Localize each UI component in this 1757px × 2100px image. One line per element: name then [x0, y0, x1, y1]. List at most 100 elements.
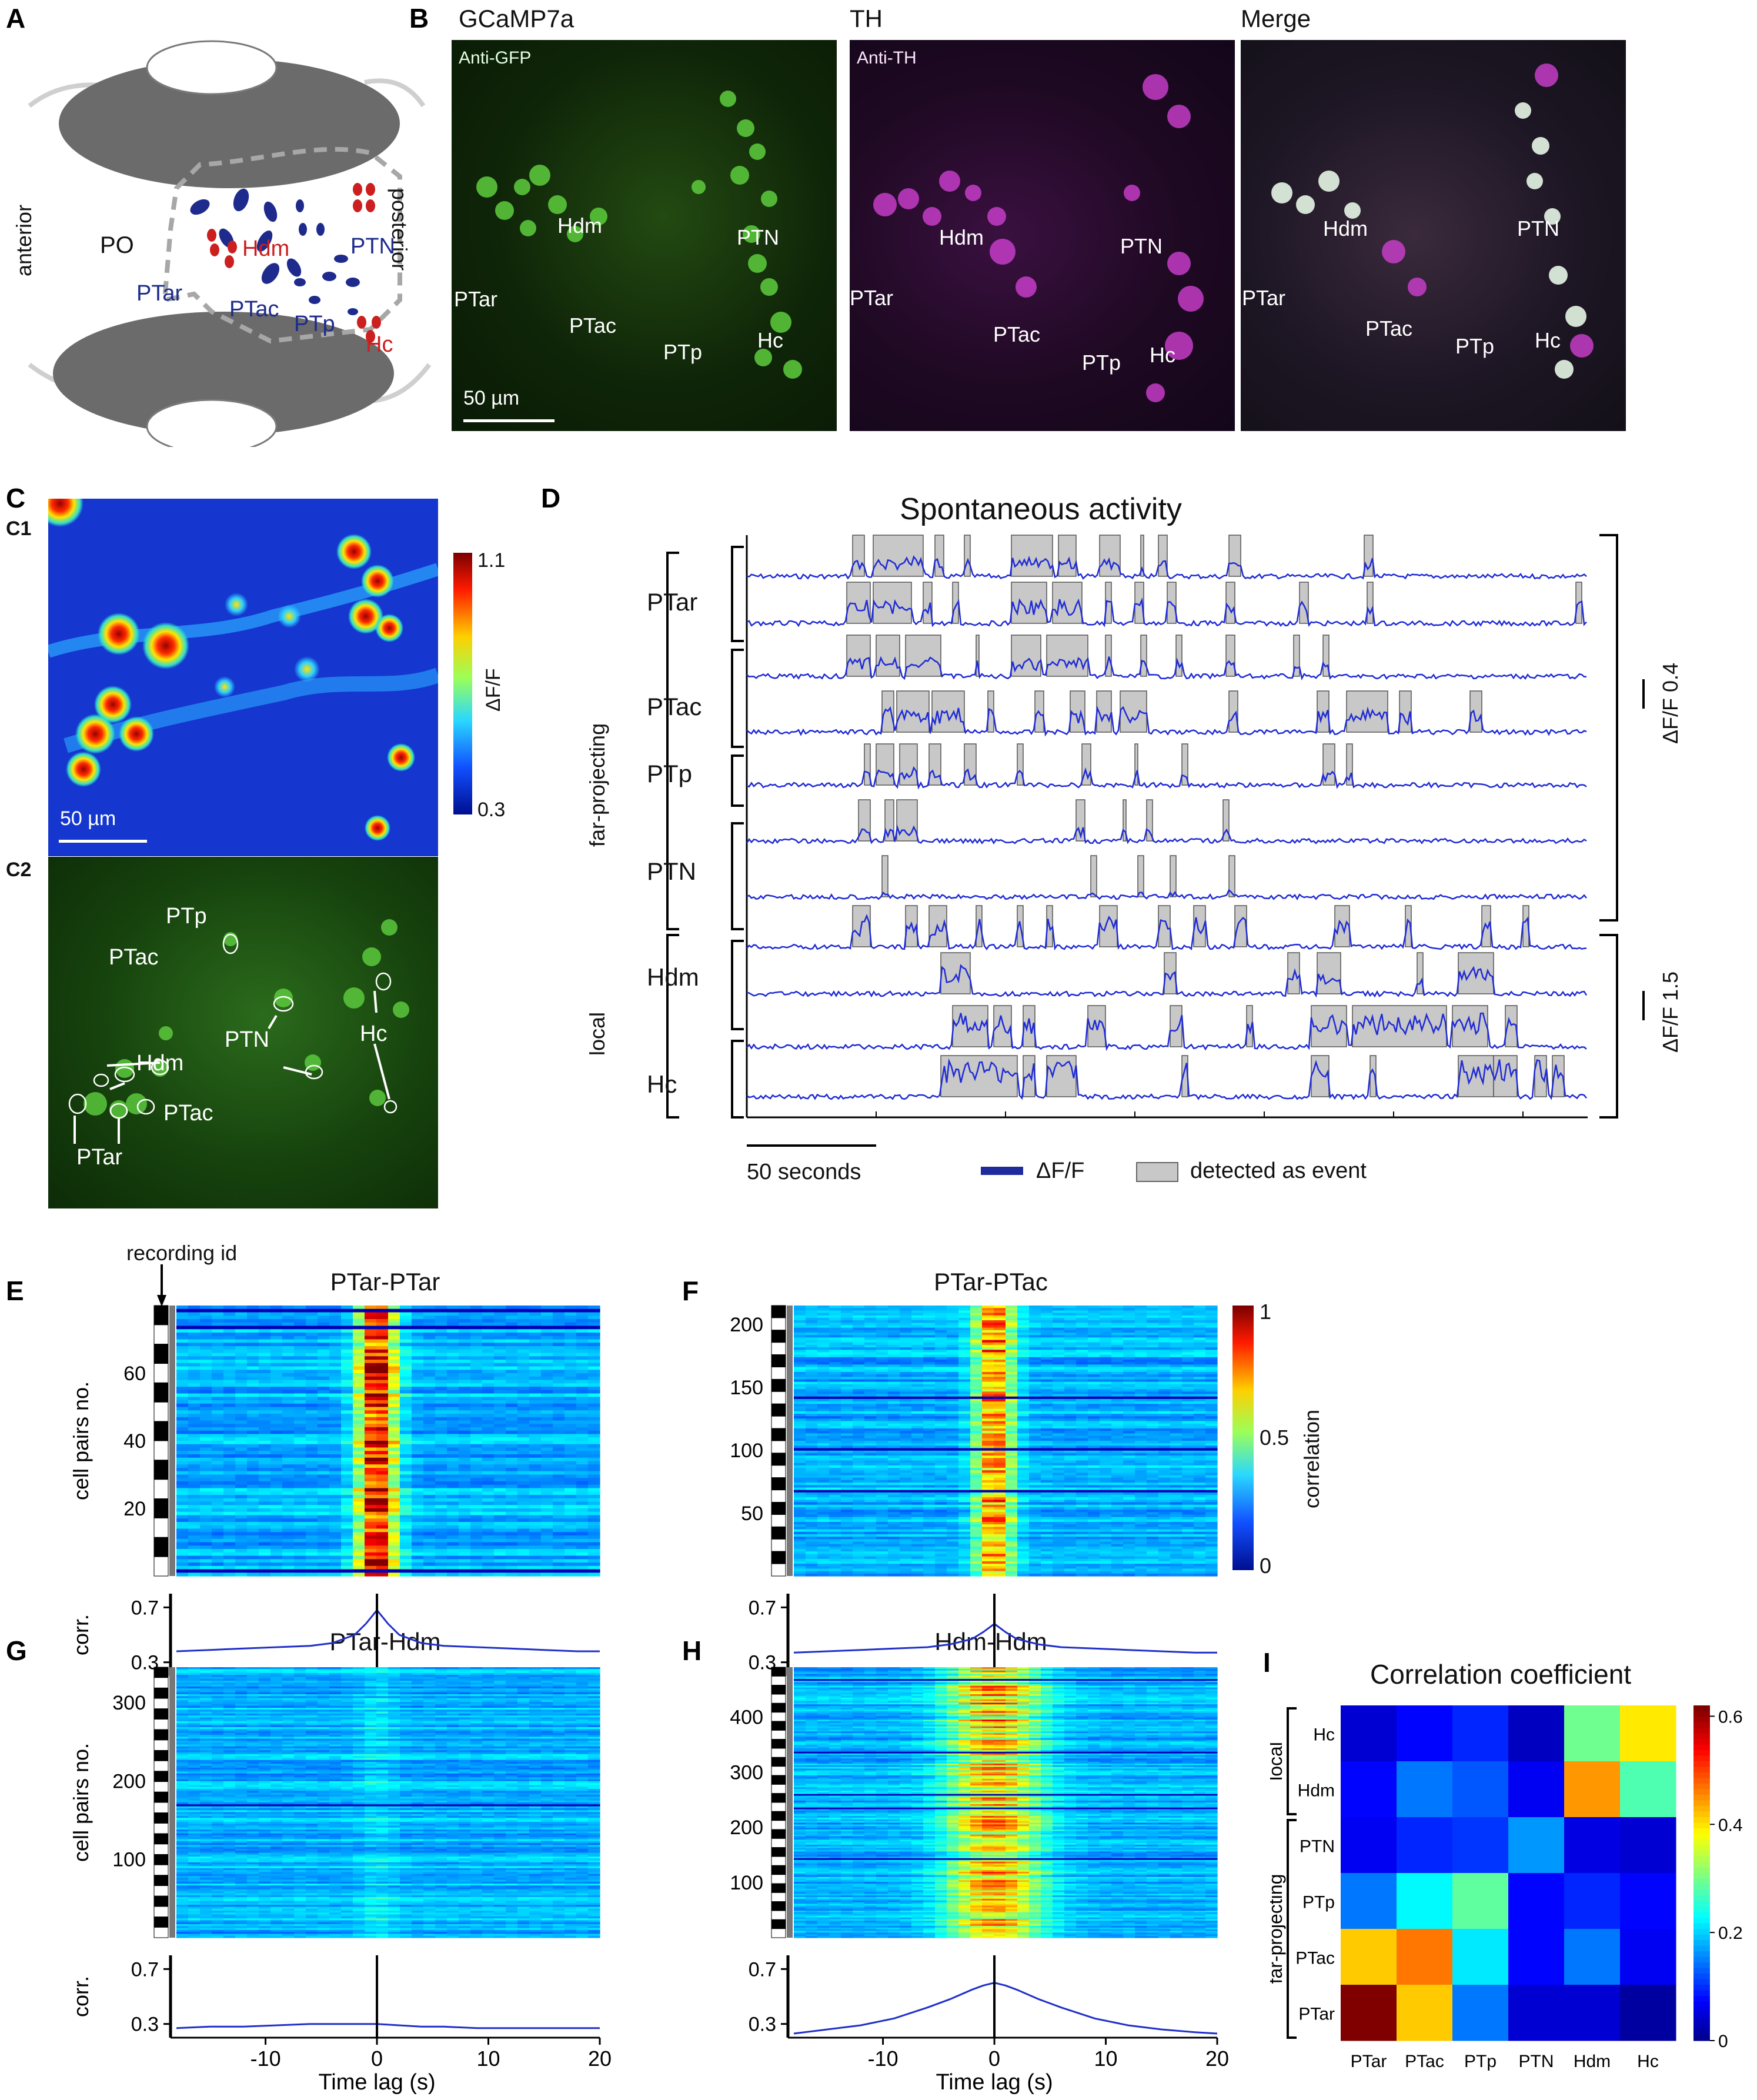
heatmap-cell: [553, 1549, 565, 1553]
heatmap-cell: [817, 1323, 830, 1326]
heatmap-cell: [947, 1401, 959, 1404]
heatmap-cell: [806, 1317, 818, 1321]
heatmap-cell: [1053, 1315, 1065, 1318]
heatmap-cell: [1006, 1396, 1018, 1400]
heatmap-cell: [506, 1552, 518, 1557]
heatmap-cell: [1135, 1344, 1147, 1348]
heatmap-cell: [888, 1411, 900, 1414]
heatmap-cell: [1158, 1381, 1171, 1385]
c2-label-ptn: PTN: [225, 1027, 269, 1052]
heatmap-cell: [1017, 1423, 1030, 1427]
heatmap-cell: [447, 1488, 459, 1492]
heatmap-cell: [259, 1474, 271, 1478]
heatmap-cell: [1182, 1350, 1194, 1353]
heatmap-cell: [911, 1428, 924, 1431]
heatmap-cell: [1017, 1408, 1030, 1412]
heatmap-cell: [447, 1511, 459, 1516]
heatmap-cell: [306, 1322, 318, 1327]
heatmap-cell: [376, 1565, 389, 1570]
heatmap-cell: [365, 1363, 377, 1367]
heatmap-cell: [911, 1335, 924, 1338]
heatmap-cell: [447, 1343, 459, 1347]
heatmap-cell: [423, 1427, 436, 1431]
heatmap-cell: [794, 1369, 806, 1373]
heatmap-cell: [341, 1417, 353, 1421]
heatmap-cell: [247, 1461, 259, 1465]
heatmap-cell: [435, 1515, 447, 1519]
heatmap-cell: [176, 1346, 189, 1350]
heatmap-cell: [341, 1376, 353, 1381]
heatmap-cell: [376, 1525, 389, 1530]
heatmap-cell: [412, 1501, 424, 1505]
heatmap-cell: [423, 1468, 436, 1472]
heatmap-cell: [365, 1387, 377, 1391]
heatmap-cell: [564, 1501, 577, 1505]
heatmap-cell: [553, 1535, 565, 1540]
heatmap-cell: [1194, 1313, 1206, 1316]
heatmap-cell: [970, 1340, 983, 1343]
heatmap-cell: [517, 1444, 530, 1448]
heatmap-cell: [388, 1403, 400, 1408]
heatmap-cell: [1158, 1310, 1171, 1314]
heatmap-cell: [506, 1538, 518, 1543]
heatmap-cell: [564, 1308, 577, 1313]
event-box: [1164, 952, 1177, 994]
heatmap-cell: [864, 1371, 877, 1375]
heatmap-cell: [1135, 1396, 1147, 1400]
heatmap-cell: [435, 1430, 447, 1435]
heatmap-cell: [423, 1542, 436, 1546]
heatmap-cell: [188, 1549, 201, 1553]
heatmap-cell: [911, 1327, 924, 1331]
heatmap-cell: [576, 1525, 589, 1530]
heatmap-cell: [306, 1393, 318, 1397]
heatmap-cell: [188, 1370, 201, 1374]
heatmap-cell: [329, 1481, 342, 1485]
heatmap-cell: [306, 1457, 318, 1462]
heatmap-cell: [388, 1471, 400, 1475]
heatmap-cell: [400, 1434, 412, 1438]
heatmap-cell: [553, 1525, 565, 1530]
heatmap-cell: [494, 1538, 506, 1543]
heatmap-cell: [447, 1319, 459, 1323]
heatmap-cell: [294, 1573, 306, 1577]
heatmap-cell: [958, 1337, 971, 1341]
heatmap-cell: [294, 1319, 306, 1323]
heatmap-cell: [541, 1542, 553, 1546]
heatmap-cell: [853, 1347, 865, 1350]
heatmap-cell: [588, 1360, 600, 1364]
heatmap-cell: [435, 1366, 447, 1370]
heatmap-cell: [841, 1325, 853, 1328]
heatmap-cell: [400, 1366, 412, 1370]
heatmap-cell: [223, 1430, 236, 1435]
heatmap-cell: [223, 1505, 236, 1509]
heatmap-cell: [888, 1315, 900, 1318]
heatmap-cell: [564, 1484, 577, 1489]
heatmap-cell: [188, 1481, 201, 1485]
heatmap-cell: [188, 1478, 201, 1482]
heatmap-cell: [829, 1354, 841, 1358]
heatmap-cell: [376, 1417, 389, 1421]
heatmap-cell: [482, 1495, 495, 1499]
heatmap-cell: [935, 1354, 947, 1358]
heatmap-cell: [553, 1552, 565, 1557]
heatmap-cell: [365, 1393, 377, 1397]
heatmap-cell: [470, 1545, 483, 1550]
heatmap-cell: [188, 1403, 201, 1408]
heatmap-cell: [864, 1313, 877, 1316]
heatmap-cell: [841, 1330, 853, 1333]
heatmap-cell: [1123, 1327, 1135, 1331]
heatmap-cell: [341, 1542, 353, 1546]
heatmap-cell: [517, 1447, 530, 1451]
heatmap-cell: [341, 1441, 353, 1445]
heatmap-cell: [935, 1344, 947, 1348]
heatmap-cell: [1135, 1315, 1147, 1318]
heatmap-cell: [1147, 1360, 1159, 1363]
heatmap-cell: [188, 1542, 201, 1546]
heatmap-cell: [876, 1344, 888, 1348]
heatmap-cell: [1053, 1362, 1065, 1365]
heatmap-cell: [459, 1387, 471, 1391]
heatmap-cell: [564, 1333, 577, 1337]
heatmap-cell: [353, 1468, 365, 1472]
heatmap-cell: [1170, 1423, 1183, 1427]
heatmap-cell: [353, 1573, 365, 1577]
